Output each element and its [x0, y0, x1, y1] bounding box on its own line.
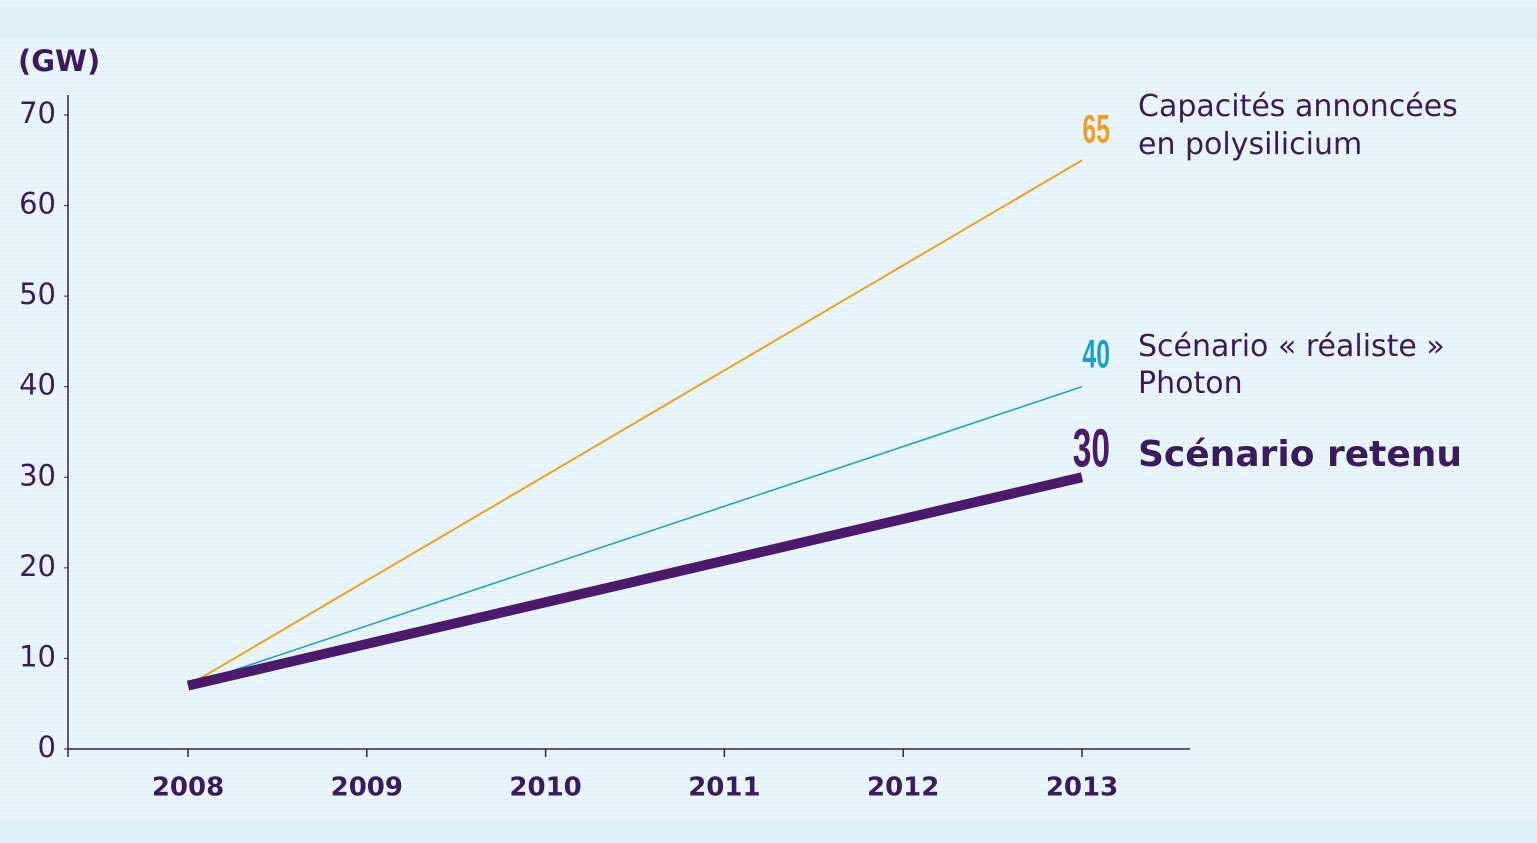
bottom-band [0, 820, 1537, 843]
series-name-line: Photon [1138, 366, 1243, 401]
x-tick-label: 2008 [152, 773, 224, 803]
x-tick-label: 2012 [867, 773, 939, 803]
x-tick-label: 2009 [331, 773, 403, 803]
y-tick-label: 40 [19, 368, 56, 402]
y-tick-label: 30 [19, 458, 56, 492]
series-name-line: Scénario « réaliste » [1138, 329, 1445, 364]
y-tick-label: 60 [19, 187, 56, 221]
x-tick-label: 2011 [688, 773, 760, 803]
series-name-line: Capacités annoncées [1138, 89, 1458, 124]
y-tick-label: 50 [19, 277, 56, 311]
y-axis-label: (GW) [18, 44, 100, 78]
series-name: Capacités annoncées en polysilicium [1138, 89, 1458, 162]
end-value-label: 30 [1073, 417, 1110, 478]
series-line [186, 472, 1084, 691]
y-tick-label: 0 [38, 730, 56, 764]
x-tick-label: 2013 [1046, 773, 1118, 803]
y-tick-label: 20 [19, 549, 56, 583]
series-name: Scénario retenu [1138, 434, 1462, 475]
end-value-label: 40 [1082, 333, 1110, 377]
x-tick-label: 2010 [509, 773, 581, 803]
series-line [187, 386, 1083, 687]
series-name: Scénario « réaliste » Photon [1138, 329, 1445, 401]
y-tick-label: 10 [19, 639, 56, 673]
end-value-label: 65 [1082, 108, 1110, 152]
series-line [187, 159, 1083, 687]
top-band [0, 8, 1537, 38]
series-name-line: en polysilicium [1138, 127, 1362, 162]
y-tick-label: 70 [19, 96, 56, 130]
